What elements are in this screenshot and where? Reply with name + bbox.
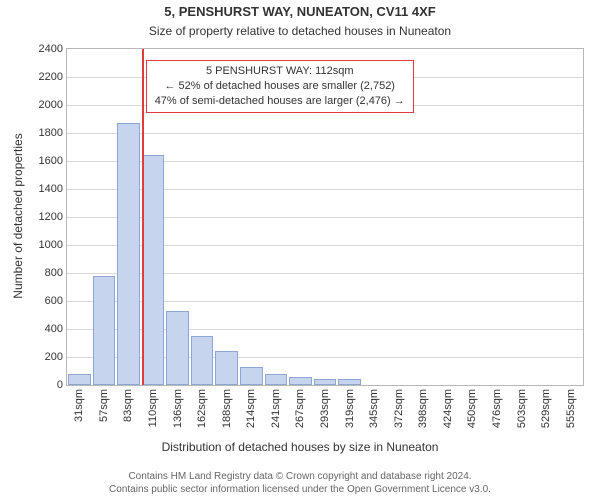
x-tick-label: 319sqm <box>344 385 356 428</box>
y-tick-label: 200 <box>45 351 67 363</box>
bar <box>289 377 312 385</box>
bar <box>93 276 116 385</box>
x-tick-label: 529sqm <box>540 385 552 428</box>
marker-line <box>142 49 144 385</box>
bar <box>117 123 140 385</box>
x-tick-label: 83sqm <box>122 385 134 422</box>
bar <box>265 374 288 385</box>
x-tick-label: 162sqm <box>196 385 208 428</box>
marker-callout-line: 47% of semi-detached houses are larger (… <box>155 94 405 109</box>
y-tick-label: 2400 <box>39 43 67 55</box>
y-axis-label: Number of detached properties <box>11 133 25 298</box>
plot-area: 0200400600800100012001400160018002000220… <box>66 48 584 386</box>
x-tick-label: 110sqm <box>147 385 159 427</box>
footer-line-1: Contains HM Land Registry data © Crown c… <box>0 470 600 483</box>
bar <box>191 336 214 385</box>
bar <box>240 367 263 385</box>
y-tick-label: 2200 <box>39 71 67 83</box>
y-tick-label: 2000 <box>39 99 67 111</box>
y-tick-label: 600 <box>45 295 67 307</box>
bar <box>142 155 165 385</box>
bar <box>166 311 189 385</box>
chart-title-primary: 5, PENSHURST WAY, NUNEATON, CV11 4XF <box>0 4 600 19</box>
x-tick-label: 450sqm <box>466 385 478 428</box>
grid-line <box>67 133 583 134</box>
marker-callout-line: ← 52% of detached houses are smaller (2,… <box>155 79 405 94</box>
y-tick-label: 1400 <box>39 183 67 195</box>
y-tick-label: 400 <box>45 323 67 335</box>
x-tick-label: 372sqm <box>393 385 405 428</box>
chart-root: 5, PENSHURST WAY, NUNEATON, CV11 4XF Siz… <box>0 0 600 500</box>
x-tick-label: 188sqm <box>221 385 233 428</box>
x-tick-label: 57sqm <box>98 385 110 422</box>
x-tick-label: 424sqm <box>442 385 454 428</box>
marker-callout-line: 5 PENSHURST WAY: 112sqm <box>155 64 405 79</box>
y-tick-label: 1600 <box>39 155 67 167</box>
x-tick-label: 503sqm <box>516 385 528 428</box>
y-tick-label: 1200 <box>39 211 67 223</box>
bar <box>68 374 91 385</box>
chart-title-secondary: Size of property relative to detached ho… <box>0 24 600 38</box>
x-tick-label: 476sqm <box>491 385 503 428</box>
x-tick-label: 293sqm <box>319 385 331 428</box>
x-tick-label: 214sqm <box>245 385 257 428</box>
x-tick-label: 136sqm <box>172 385 184 428</box>
footer-line-2: Contains public sector information licen… <box>0 483 600 496</box>
x-axis-label: Distribution of detached houses by size … <box>0 440 600 454</box>
marker-callout: 5 PENSHURST WAY: 112sqm← 52% of detached… <box>146 60 414 113</box>
x-tick-label: 241sqm <box>270 385 282 428</box>
x-tick-label: 345sqm <box>368 385 380 428</box>
y-tick-label: 1800 <box>39 127 67 139</box>
y-tick-label: 0 <box>57 379 67 391</box>
y-tick-label: 1000 <box>39 239 67 251</box>
x-tick-label: 555sqm <box>565 385 577 428</box>
x-tick-label: 267sqm <box>294 385 306 428</box>
x-tick-label: 31sqm <box>73 385 85 422</box>
x-tick-label: 398sqm <box>417 385 429 428</box>
bar <box>215 351 238 385</box>
footer-attribution: Contains HM Land Registry data © Crown c… <box>0 470 600 496</box>
y-tick-label: 800 <box>45 267 67 279</box>
